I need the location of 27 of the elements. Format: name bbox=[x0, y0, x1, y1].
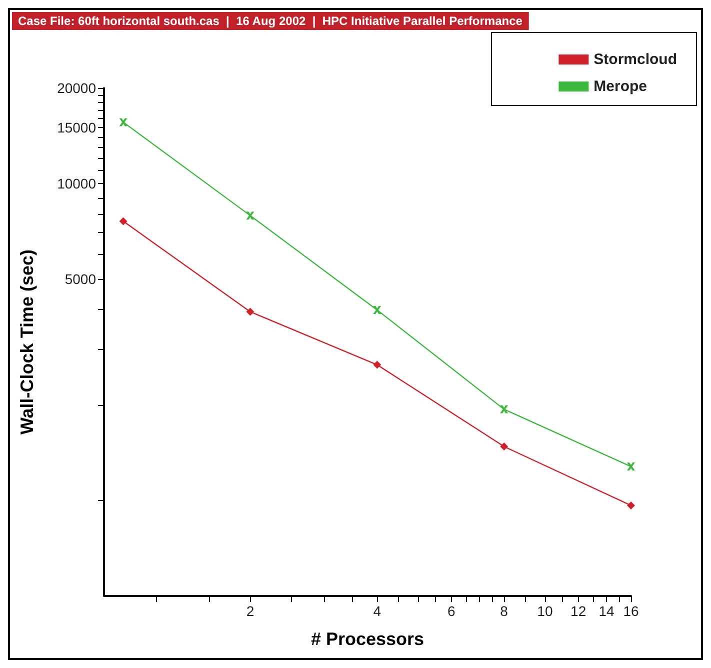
point bbox=[500, 442, 508, 451]
x-tick-label: 12 bbox=[570, 603, 586, 619]
x-tick-label: 6 bbox=[447, 603, 456, 619]
point bbox=[373, 360, 382, 369]
x-axis-title: # Processors bbox=[310, 629, 424, 649]
legend-label: Merope bbox=[594, 78, 648, 95]
y-axis-title: Wall-Clock Time (sec) bbox=[17, 249, 37, 435]
y-tick-label: 20000 bbox=[57, 80, 96, 96]
x-tick-label: 8 bbox=[500, 603, 508, 619]
point bbox=[627, 501, 635, 510]
y-tick-label: 15000 bbox=[57, 120, 96, 136]
point bbox=[246, 212, 254, 220]
point bbox=[500, 405, 508, 414]
point bbox=[119, 217, 128, 226]
legend-label: Stormcloud bbox=[594, 51, 678, 68]
x-tick-label: 14 bbox=[598, 603, 615, 619]
y-tick-label: 10000 bbox=[57, 175, 96, 192]
x-tick-label: 10 bbox=[537, 603, 553, 619]
chart-title: Case File: 60ft horizontal south.cas | 16 Aug 2002 | HPC Initiative Parallel Performance bbox=[18, 14, 523, 28]
point bbox=[119, 118, 128, 126]
point bbox=[627, 462, 635, 471]
x-tick-label: 4 bbox=[373, 603, 382, 619]
x-tick-label: 2 bbox=[246, 603, 254, 619]
x-tick-label: 16 bbox=[623, 603, 639, 619]
point bbox=[373, 306, 382, 314]
y-tick-label: 5000 bbox=[64, 270, 96, 287]
point bbox=[246, 308, 254, 316]
